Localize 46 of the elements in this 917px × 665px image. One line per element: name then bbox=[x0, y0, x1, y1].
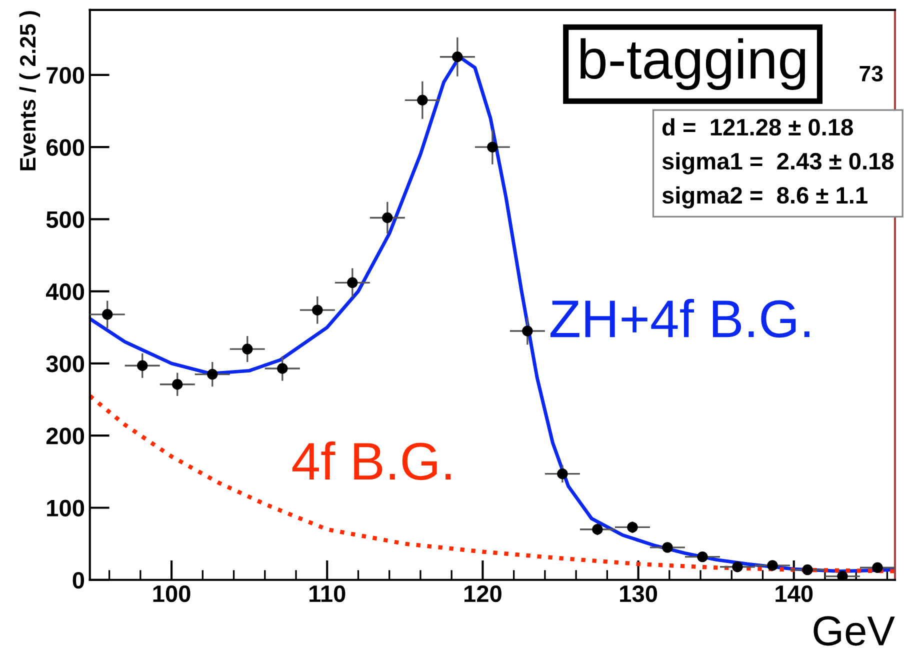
annotation: sigma1 = 2.43 ± 0.18 bbox=[662, 152, 894, 174]
point bbox=[207, 368, 218, 380]
annotation: sigma2 = 8.6 ± 1.1 bbox=[662, 186, 868, 208]
y-tick-label: 300 bbox=[46, 356, 84, 372]
point bbox=[592, 524, 603, 535]
x-tick-label: 100 bbox=[153, 585, 190, 602]
point bbox=[137, 360, 148, 371]
y-tick-label: 200 bbox=[46, 428, 84, 444]
x-tick-label: 140 bbox=[776, 585, 813, 602]
point bbox=[557, 468, 568, 480]
point bbox=[347, 277, 358, 288]
point bbox=[802, 564, 813, 576]
line-series bbox=[90, 394, 895, 574]
point bbox=[627, 522, 638, 533]
series-label: ZH+4f B.G. bbox=[550, 298, 810, 338]
point bbox=[452, 52, 463, 62]
y-axis-title: Events / ( 2.25 ) bbox=[19, 11, 40, 170]
point bbox=[837, 570, 848, 580]
y-tick-label: 600 bbox=[46, 139, 84, 156]
point bbox=[242, 344, 253, 354]
y-tick-label: 500 bbox=[46, 211, 84, 228]
point bbox=[312, 304, 323, 316]
point bbox=[697, 551, 708, 562]
point bbox=[382, 212, 393, 224]
series-label: 4f B.G. bbox=[292, 441, 451, 480]
annotation: 73 bbox=[860, 66, 883, 82]
point bbox=[662, 542, 673, 553]
point bbox=[522, 326, 533, 336]
annotation: d = 121.28 ± 0.18 bbox=[662, 118, 853, 136]
x-tick-label: 110 bbox=[310, 585, 346, 602]
annotation: b-tagging bbox=[580, 38, 806, 90]
y-tick-label: 400 bbox=[46, 283, 84, 300]
point bbox=[872, 562, 883, 573]
point bbox=[277, 363, 288, 374]
point bbox=[102, 309, 113, 320]
y-tick-label: 0 bbox=[72, 572, 84, 589]
point bbox=[767, 560, 778, 571]
y-tick-label: 100 bbox=[47, 500, 84, 517]
x-tick-label: 120 bbox=[464, 585, 502, 602]
x-axis-title: GeV bbox=[814, 616, 895, 646]
point bbox=[732, 562, 743, 572]
y-tick-label: 700 bbox=[46, 66, 84, 84]
x-tick-label: 130 bbox=[620, 585, 658, 602]
point bbox=[487, 142, 498, 152]
point bbox=[417, 94, 428, 106]
point bbox=[172, 379, 183, 390]
